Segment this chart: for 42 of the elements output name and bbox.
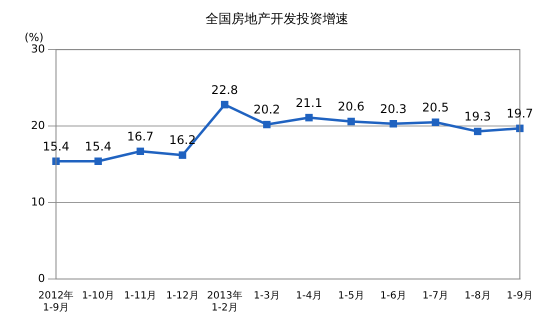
point: [305, 114, 313, 122]
data-label: 16.2: [169, 133, 196, 148]
x-tick-label: 2013年 1-2月: [206, 290, 242, 314]
data-label: 21.1: [296, 96, 322, 110]
point: [220, 100, 228, 108]
point: [516, 124, 524, 132]
x-tick-label: 1-11月: [124, 290, 157, 302]
x-tick-label: 1-3月: [254, 290, 280, 302]
point: [432, 118, 440, 126]
y-tick-label: 0: [38, 272, 45, 285]
point: [52, 158, 60, 165]
data-label: 19.3: [464, 110, 492, 124]
x-tick-label: 2012年 1-9月: [38, 290, 74, 314]
data-label: 22.8: [211, 82, 238, 97]
point: [474, 128, 482, 136]
x-tick-label: 1-6月: [380, 290, 407, 302]
point: [263, 120, 271, 128]
data-label: 20.6: [338, 100, 365, 114]
x-tick-label: 1-8月: [464, 290, 491, 302]
point: [178, 151, 186, 159]
x-tick-label: 1-12月: [166, 290, 199, 302]
data-label: 20.3: [380, 102, 407, 116]
data-label: 19.7: [506, 106, 534, 120]
data-label: 16.7: [126, 129, 154, 144]
data-label: 20.2: [253, 102, 280, 117]
data-label: 15.4: [84, 139, 112, 154]
x-tick-label: 1-5月: [338, 290, 364, 302]
point: [390, 120, 398, 128]
point: [94, 158, 102, 165]
y-tick-label: 20: [30, 118, 45, 132]
x-tick-label: 1-9月: [506, 290, 534, 302]
y-axis-title: (%): [24, 30, 44, 44]
point: [347, 118, 355, 126]
x-tick-label: 1-7月: [422, 290, 449, 302]
data-label: 15.4: [42, 139, 70, 154]
x-tick-label: 1-4月: [296, 290, 322, 302]
x-tick-label: 1-10月: [82, 290, 115, 302]
y-tick-label: 30: [30, 42, 45, 56]
point: [136, 148, 144, 156]
chart-title: 全国房地产开发投资增速: [206, 11, 348, 28]
y-tick-label: 10: [30, 195, 45, 208]
data-label: 20.5: [422, 100, 449, 114]
